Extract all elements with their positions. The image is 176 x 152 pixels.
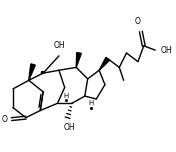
- Polygon shape: [99, 57, 110, 70]
- Text: OH: OH: [53, 41, 65, 50]
- Text: H: H: [88, 100, 93, 106]
- Text: H: H: [64, 93, 69, 99]
- Text: O: O: [2, 115, 8, 124]
- Text: OH: OH: [161, 46, 173, 55]
- Text: OH: OH: [63, 123, 75, 132]
- Polygon shape: [76, 53, 81, 67]
- Polygon shape: [29, 64, 35, 80]
- Text: O: O: [135, 17, 141, 26]
